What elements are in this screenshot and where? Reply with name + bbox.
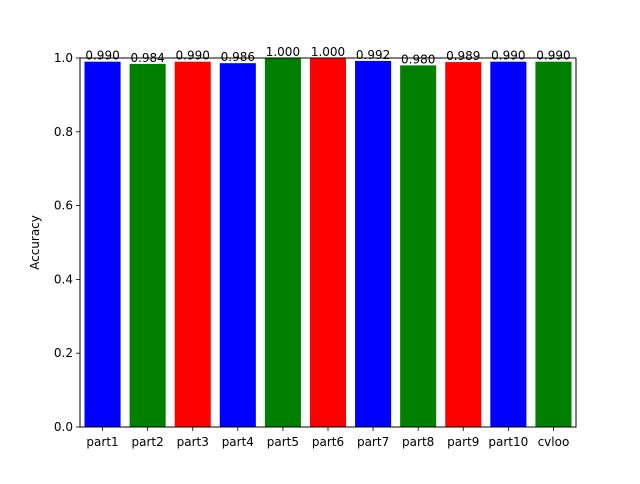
x-tick-label-part3: part3 xyxy=(177,435,209,449)
bar-part5 xyxy=(264,58,301,427)
bar-part7 xyxy=(355,60,392,427)
x-tick-label-part9: part9 xyxy=(447,435,479,449)
x-tick-label-part6: part6 xyxy=(312,435,344,449)
bar-cvloo xyxy=(535,61,572,427)
x-axis: part1 part2 part3 part4 part5 part6 part7 part8… xyxy=(86,427,569,449)
x-tick-label-part4: part4 xyxy=(222,435,254,449)
y-tick-label-0.6: 0.6 xyxy=(54,199,73,213)
y-tick-label-0.0: 0.0 xyxy=(54,420,73,434)
value-label-part4: 0.986 xyxy=(221,50,255,64)
bar-part8 xyxy=(400,65,437,427)
x-tick-label-part1: part1 xyxy=(86,435,118,449)
value-label-part9: 0.989 xyxy=(446,49,480,63)
bar-part3 xyxy=(174,61,211,427)
value-label-part3: 0.990 xyxy=(176,49,210,63)
bar-part2 xyxy=(129,63,166,428)
y-tick-label-0.8: 0.8 xyxy=(54,125,73,139)
bar-part1 xyxy=(84,61,121,427)
y-axis: 0.0 0.2 0.4 0.6 0.8 1.0 xyxy=(54,51,80,434)
x-tick-label-part5: part5 xyxy=(267,435,299,449)
bars-layer xyxy=(84,58,572,428)
value-label-part5: 1.000 xyxy=(266,45,300,59)
bar-part6 xyxy=(309,58,347,427)
value-label-part6: 1.000 xyxy=(311,45,345,59)
x-tick-label-cvloo: cvloo xyxy=(538,435,570,449)
value-label-part7: 0.992 xyxy=(356,48,390,62)
value-label-part1: 0.990 xyxy=(85,49,119,63)
value-label-part8: 0.980 xyxy=(401,52,435,66)
bar-part10 xyxy=(490,61,527,427)
y-tick-label-0.2: 0.2 xyxy=(54,346,73,360)
x-tick-label-part8: part8 xyxy=(402,435,434,449)
bar-part4 xyxy=(219,63,256,428)
x-tick-label-part10: part10 xyxy=(488,435,528,449)
y-tick-label-0.4: 0.4 xyxy=(54,272,73,286)
bar-part9 xyxy=(445,62,482,428)
x-tick-label-part2: part2 xyxy=(132,435,164,449)
y-axis-label: Accuracy xyxy=(28,215,42,270)
y-tick-label-1.0: 1.0 xyxy=(54,51,73,65)
value-label-cvloo: 0.990 xyxy=(536,49,570,63)
x-tick-label-part7: part7 xyxy=(357,435,389,449)
value-label-part10: 0.990 xyxy=(491,49,525,63)
